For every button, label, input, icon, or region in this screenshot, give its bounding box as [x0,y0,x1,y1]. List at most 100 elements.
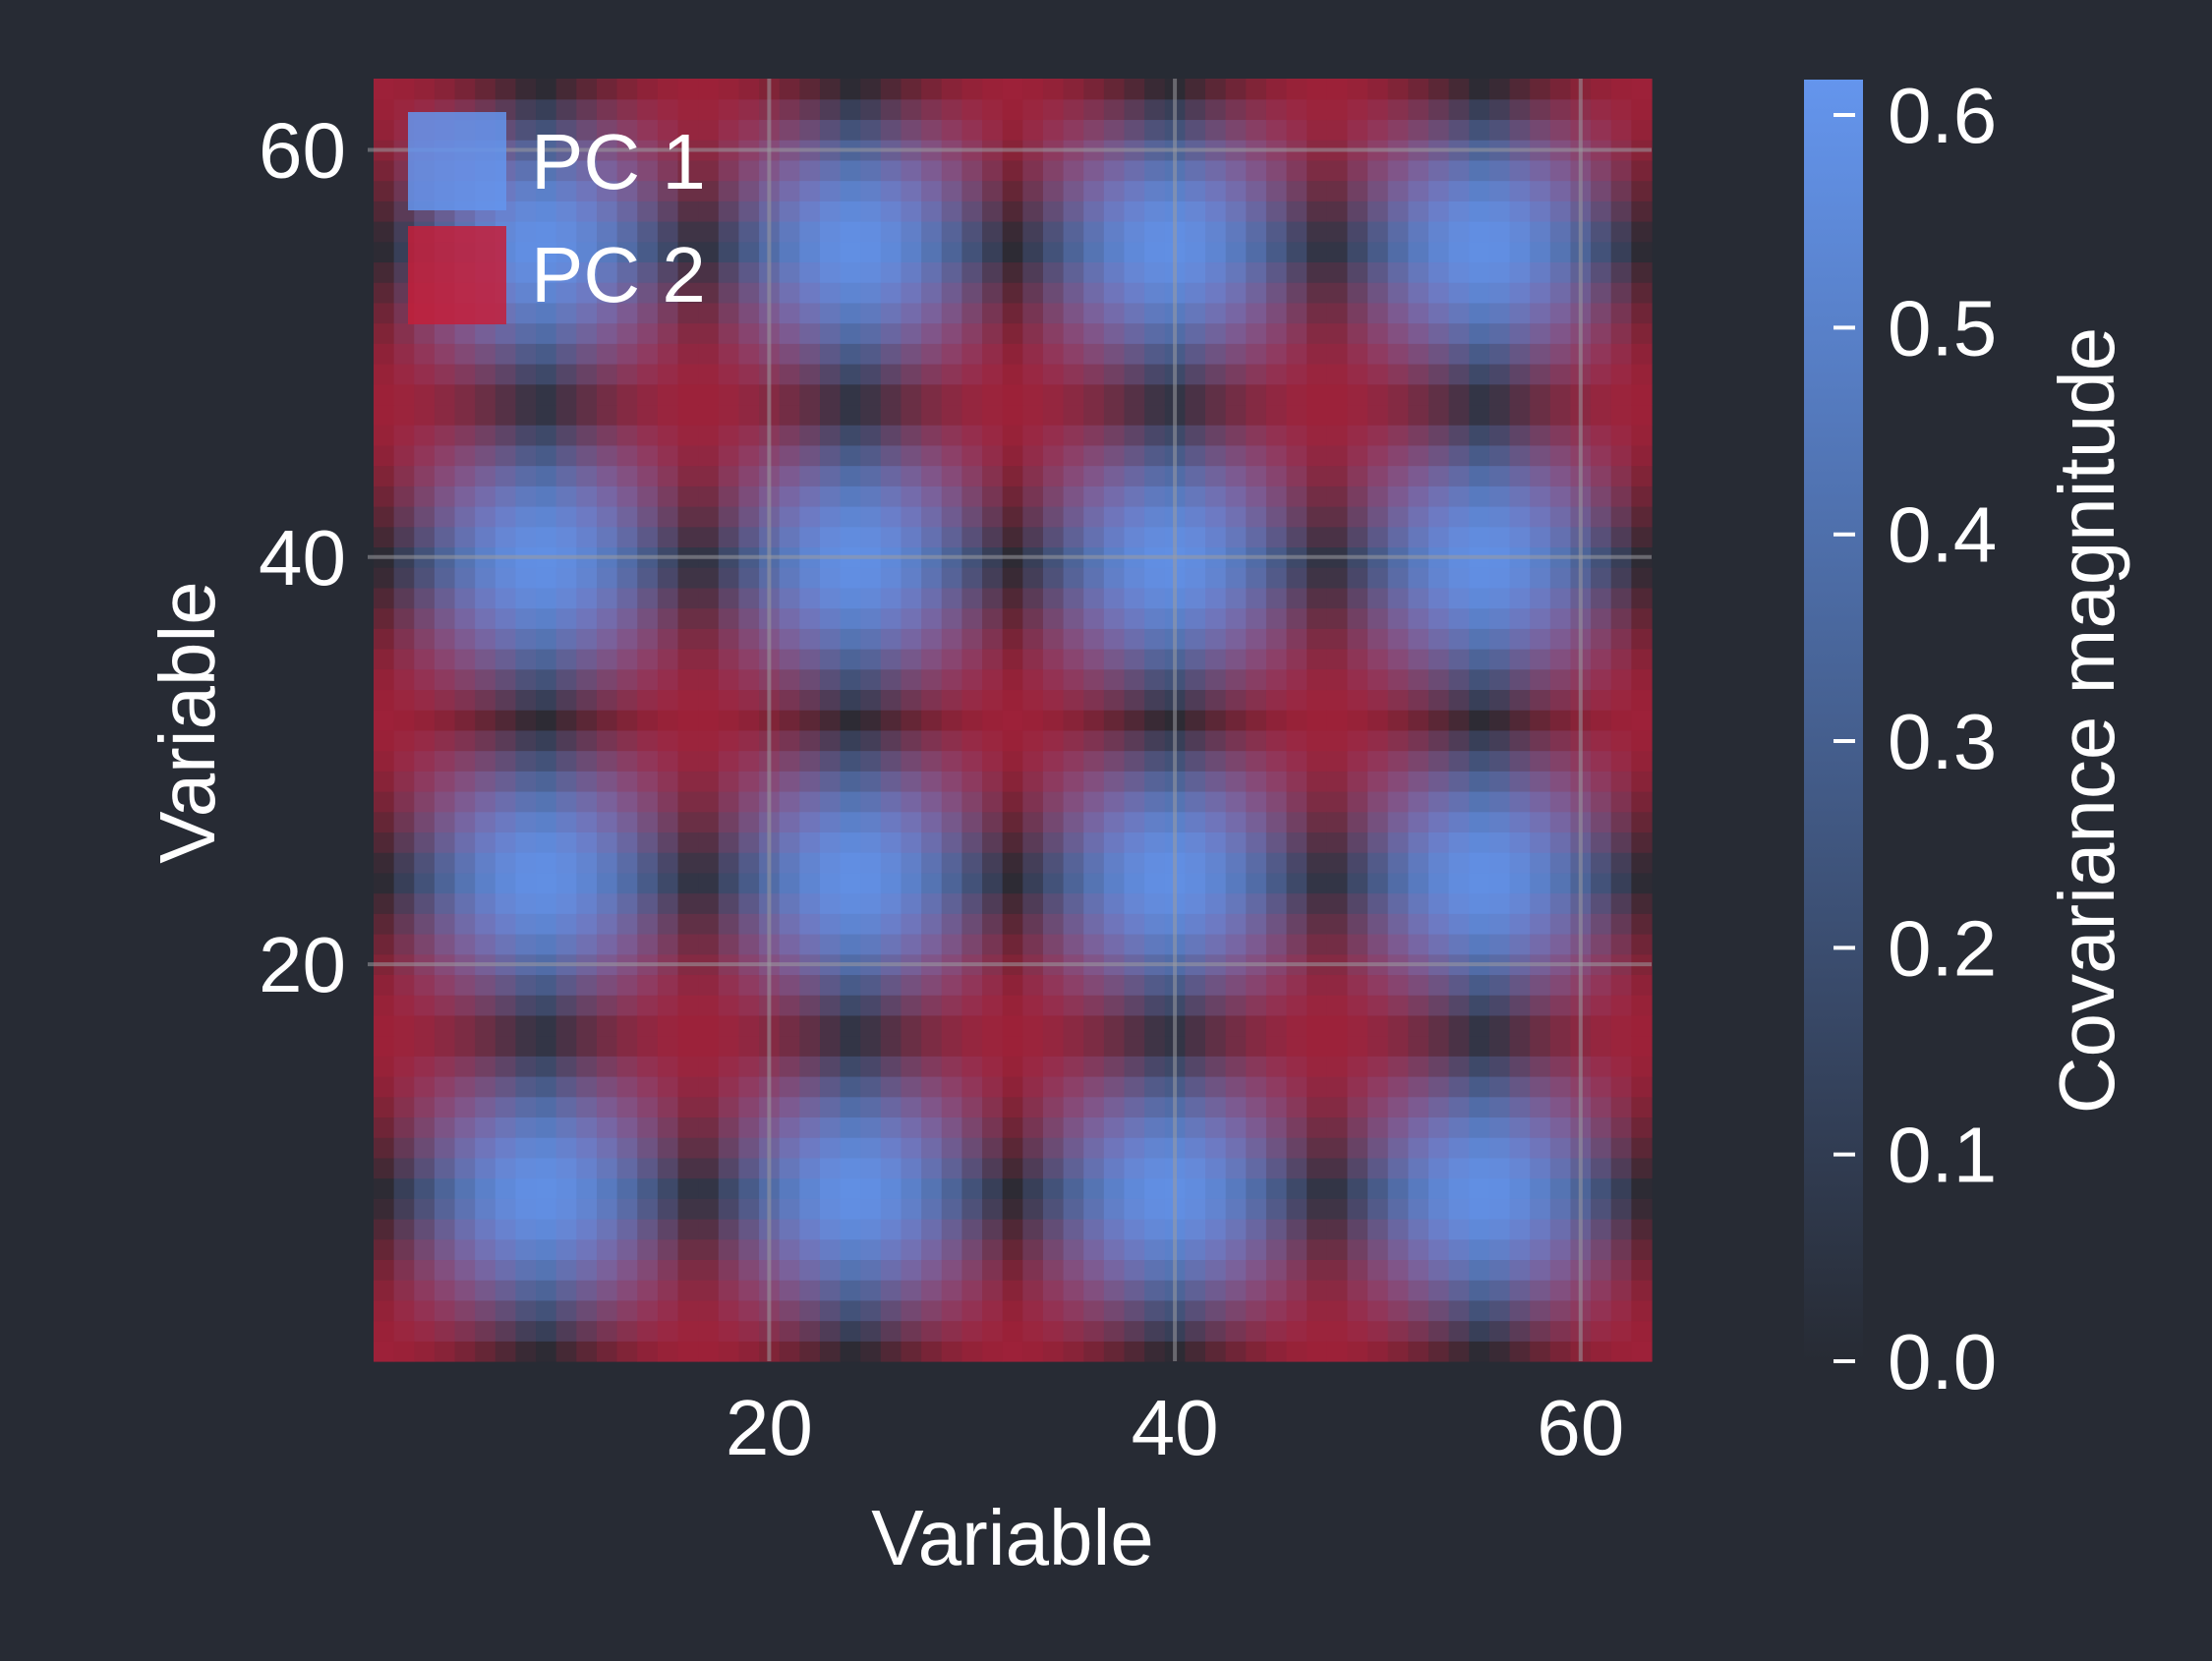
heatmap-cell [1103,934,1126,955]
heatmap-cell [1347,689,1368,711]
heatmap-cell [1185,913,1206,935]
heatmap-cell [1488,974,1511,996]
heatmap-cell [1307,282,1328,304]
heatmap-cell [738,831,760,853]
heatmap-cell [1530,1056,1551,1077]
heatmap-cell [840,1299,861,1322]
heatmap-cell [718,526,740,548]
heatmap-cell [434,831,456,853]
heatmap-cell [718,364,740,385]
heatmap-cell [555,1014,577,1037]
heatmap-cell [677,221,699,243]
heatmap-cell [677,486,699,507]
heatmap-cell [1347,811,1368,833]
heatmap-cell [860,607,882,629]
heatmap-cell [1326,302,1349,324]
heatmap-cell [779,892,800,914]
heatmap-cell [677,729,699,752]
heatmap-cell [698,261,720,283]
heatmap-cell [1265,404,1288,426]
heatmap-cell [576,180,598,201]
heatmap-cell [921,200,943,222]
heatmap-cell [1002,1014,1023,1037]
heatmap-cell [819,444,842,467]
heatmap-cell [1347,587,1368,609]
heatmap-cell [1307,1014,1328,1037]
heatmap-cell [698,1259,720,1281]
heatmap-cell [434,1014,456,1037]
heatmap-cell [434,791,456,813]
heatmap-cell [374,506,395,528]
heatmap-cell [921,1014,943,1037]
heatmap-cell [1022,1117,1044,1138]
heatmap-cell [1631,1299,1653,1322]
heatmap-cell [1246,1076,1267,1098]
heatmap-cell [982,1117,1004,1138]
heatmap-cell [901,1035,922,1057]
heatmap-cell [616,710,638,731]
heatmap-cell [860,1137,882,1159]
heatmap-cell [718,1299,740,1322]
heatmap-cell [616,1096,638,1118]
heatmap-cell [718,1076,740,1098]
heatmap-cell [1002,649,1023,670]
heatmap-cell [1530,729,1551,752]
heatmap-cell [1205,1280,1227,1301]
heatmap-cell [880,302,902,324]
heatmap-cell [1042,729,1065,752]
heatmap-cell [779,913,800,935]
heatmap-cell [1286,1014,1308,1037]
heatmap-cell [1549,567,1572,589]
heatmap-cell [1448,282,1470,304]
heatmap-cell [454,872,476,894]
heatmap-cell [1631,241,1653,263]
heatmap-cell [1246,1177,1267,1199]
heatmap-cell [1063,710,1084,731]
heatmap-cell [1083,710,1105,731]
heatmap-cell [515,98,537,121]
heatmap-cell [941,444,963,467]
heatmap-cell [901,1056,922,1077]
heatmap-cell [1246,974,1267,996]
heatmap-cell [576,119,598,141]
heatmap-cell [1448,1137,1470,1159]
heatmap-cell [434,607,456,629]
heatmap-cell [840,200,861,222]
heatmap-cell [1368,1177,1389,1199]
heatmap-cell [1448,159,1470,182]
heatmap-cell [1022,668,1044,691]
heatmap-cell [1124,119,1145,141]
heatmap-cell [454,892,476,914]
heatmap-cell [840,1014,861,1037]
heatmap-cell [434,852,456,874]
heatmap-cell [475,872,496,894]
heatmap-cell [1448,486,1470,507]
heatmap-cell [1488,1238,1511,1261]
heatmap-cell [1103,1096,1126,1118]
heatmap-cell [1610,159,1632,182]
heatmap-cell [1083,119,1105,141]
heatmap-cell [860,872,882,894]
heatmap-cell [1347,282,1368,304]
heatmap-cell [1326,587,1349,609]
heatmap-cell [1469,892,1490,914]
heatmap-cell [576,892,598,914]
heatmap-cell [454,750,476,772]
heatmap-cell [495,587,517,609]
heatmap-cell [718,1096,740,1118]
heatmap-cell [1549,628,1572,650]
heatmap-cell [1124,1076,1145,1098]
heatmap-cell [1103,750,1126,772]
heatmap-cell [698,506,720,528]
heatmap-cell [576,628,598,650]
heatmap-cell [515,506,537,528]
heatmap-cell [576,506,598,528]
heatmap-cell [1610,811,1632,833]
heatmap-cell [454,1076,476,1098]
heatmap-cell [698,1117,720,1138]
heatmap-cell [1063,831,1084,853]
heatmap-cell [1124,872,1145,894]
heatmap-cell [616,425,638,446]
heatmap-cell [1022,383,1044,406]
heatmap-cell [1307,526,1328,548]
